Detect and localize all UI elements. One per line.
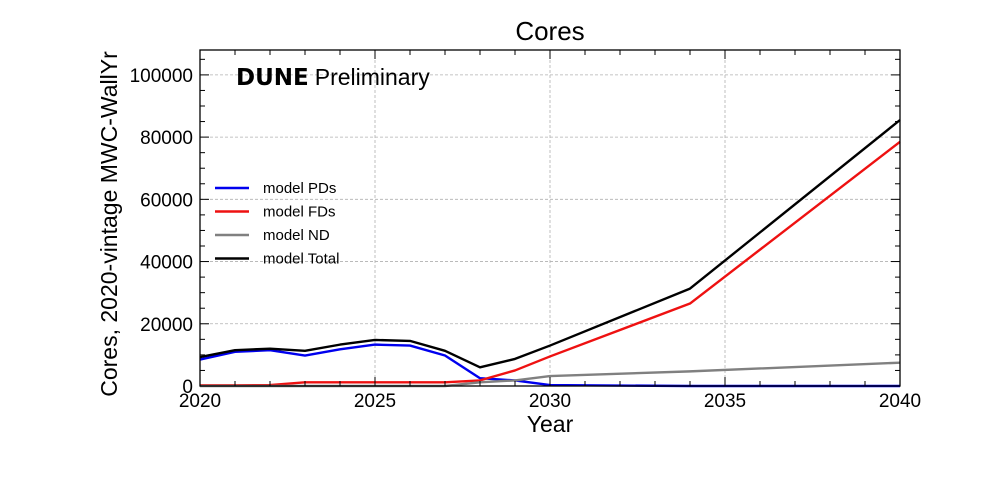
- series-line-model-total: [199, 119, 901, 369]
- annotation-bold: DUNE: [236, 65, 309, 91]
- grid: [200, 50, 900, 386]
- annotation-regular: Preliminary: [315, 64, 431, 90]
- x-tick-label: 2020: [179, 391, 221, 412]
- legend-label: model PDs: [263, 180, 336, 197]
- y-tick-label: 0: [182, 377, 193, 398]
- legend-label: model ND: [263, 227, 330, 244]
- x-tick-label: 2035: [704, 391, 746, 412]
- ticks: [199, 50, 901, 387]
- y-tick-label: 100000: [130, 66, 193, 87]
- chart-title: Cores: [515, 16, 584, 46]
- y-axis-title: Cores, 2020-vintage MWC-WallYr: [96, 51, 122, 397]
- legend: model PDs model FDs model ND model Total: [215, 180, 339, 268]
- x-axis-title: Year: [527, 411, 574, 437]
- x-tick-label: 2040: [879, 391, 921, 412]
- y-tick-label: 60000: [140, 190, 193, 211]
- y-tick-label: 20000: [140, 315, 193, 336]
- tick-labels: 2020 2025 2030 2035 2040 0 20000 40000 60000 8000…: [130, 66, 922, 412]
- legend-label: model Total: [263, 251, 339, 268]
- x-tick-label: 2025: [354, 391, 396, 412]
- y-tick-label: 40000: [140, 253, 193, 274]
- dune-preliminary-annotation: DUNE Preliminary: [236, 64, 430, 91]
- x-tick-label: 2030: [529, 391, 571, 412]
- y-tick-label: 80000: [140, 128, 193, 149]
- legend-label: model FDs: [263, 204, 336, 221]
